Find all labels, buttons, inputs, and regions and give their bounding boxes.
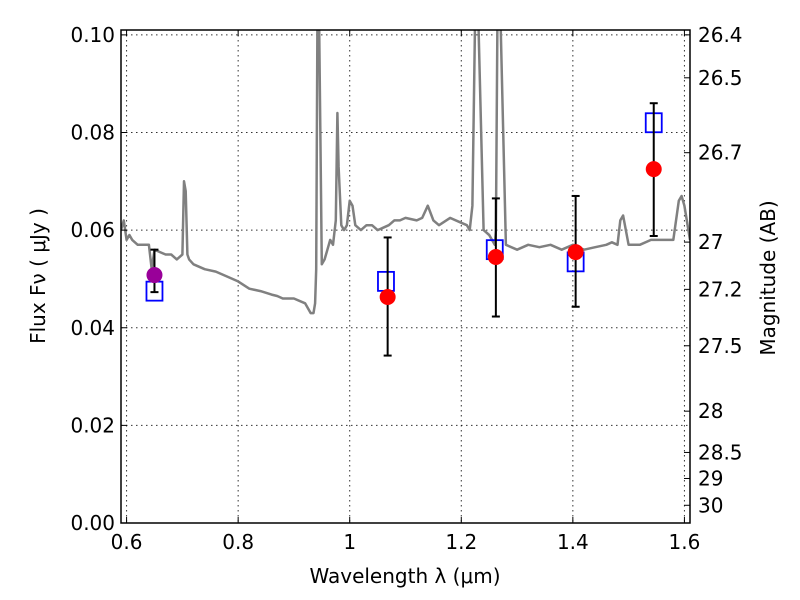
errorbars-group (150, 102, 658, 357)
model-square (377, 270, 395, 292)
mag-tick-label: 28 (698, 399, 723, 423)
x-tick-label: 1.2 (445, 530, 477, 554)
y-axis-right-label: Magnitude (AB) (756, 200, 780, 355)
y-tick-label: 0.08 (70, 121, 115, 145)
x-tick-label: 0.6 (111, 530, 143, 554)
mag-tick-label: 26.5 (698, 66, 743, 90)
observed-points-group (146, 161, 662, 306)
y-tick-label: 0.02 (70, 413, 115, 437)
observed-point-purple (146, 267, 163, 284)
observed-point (645, 161, 662, 178)
spectrum-line (121, 30, 690, 315)
x-tick-label: 1.4 (557, 530, 589, 554)
x-tick-label: 0.8 (222, 530, 254, 554)
y-tick-label: 0.06 (70, 218, 115, 242)
mag-tick-label: 28.5 (698, 440, 743, 464)
mag-tick-label: 30 (698, 493, 723, 517)
spectrum-line-group (121, 30, 690, 315)
y-tick-label: 0.04 (70, 316, 115, 340)
grid (121, 30, 690, 524)
observed-point (567, 244, 584, 261)
mag-tick-label: 27 (698, 230, 723, 254)
observed-point (379, 289, 396, 306)
x-tick-label: 1 (343, 530, 356, 554)
mag-tick-label: 29 (698, 466, 723, 490)
x-tick-label: 1.6 (669, 530, 701, 554)
y-tick-label: 0.10 (70, 23, 115, 47)
model-squares-group (145, 112, 663, 302)
observed-point (487, 248, 504, 265)
x-axis-label: Wavelength λ (μm) (309, 564, 500, 588)
mag-tick-label: 26.7 (698, 141, 743, 165)
plot-frame (120, 29, 691, 524)
y-tick-label: 0.00 (70, 511, 115, 535)
y-axis-label: Flux Fν ( μJy ) (26, 208, 50, 344)
mag-tick-label: 27.5 (698, 334, 743, 358)
ticks-group: 0.6 0.8 1 1.2 1.4 1.6 0.00 0.02 0.04 0.06 0.08 0.10… (70, 23, 742, 554)
mag-tick-label: 26.4 (698, 23, 743, 47)
mag-tick-label: 27.2 (698, 277, 743, 301)
